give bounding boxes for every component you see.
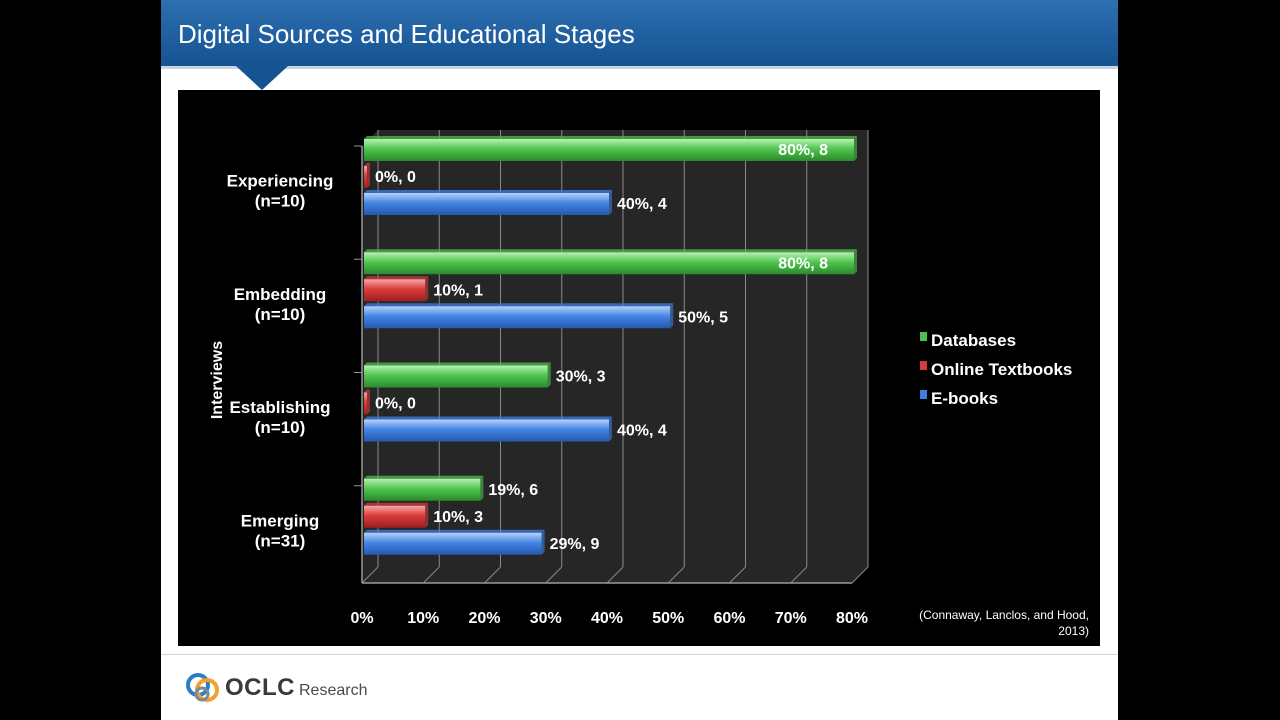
bar-top-face [364,276,429,280]
x-tick-label: 80% [836,610,868,627]
bar-top-face [364,303,674,307]
bar-end-face [547,362,551,388]
chart-panel: 80%, 8 0%, 0 40%, 4 80%, 8 10%, 1 50%, 5 30%, … [178,90,1100,646]
title-bar: Digital Sources and Educational Stages [161,0,1118,69]
x-gridline-floor [484,566,501,584]
footer-divider [161,654,1118,655]
x-gridline-floor [790,566,808,584]
data-label: 0%, 0 [375,396,416,413]
bar-top-face [364,389,370,393]
x-tick-label: 30% [530,610,562,627]
legend-swatch [920,361,927,370]
bar-end-face [609,190,612,215]
legend: Databases Online Textbooks E-books [920,331,1072,408]
bar-chart: 80%, 8 0%, 0 40%, 4 80%, 8 10%, 1 50%, 5 30%, … [209,130,1072,627]
data-label: 30%, 3 [556,369,606,386]
plot-back-wall [362,130,868,583]
bar-end-face [854,249,857,275]
data-label: 80%, 8 [778,255,828,272]
category-label: Emerging [241,511,319,530]
x-tick-label: 20% [468,610,500,627]
bar-e-books [364,193,609,215]
data-label: 80%, 8 [778,142,828,159]
oclc-logo-icon [186,673,219,702]
data-label: 19%, 6 [488,482,538,499]
category-label: (n=10) [255,305,306,324]
bar-online-textbooks [364,392,367,415]
category-label: Embedding [234,285,327,304]
bar-end-face [367,389,370,415]
bar-top-face [364,249,857,253]
bar-end-face [670,303,674,329]
y-axis-title: Interviews [209,341,226,419]
bar-e-books [364,419,609,442]
legend-swatch [920,390,927,399]
x-tick-label: 60% [713,610,745,627]
bar-top-face [364,475,484,479]
slide: Digital Sources and Educational Stages 8… [161,0,1118,720]
x-tick-label: 0% [350,610,373,627]
bar-end-face [541,529,545,555]
x-tick-label: 40% [591,610,623,627]
oclc-logo: OCLC Research [185,668,367,708]
legend-entry: Databases [931,331,1016,350]
x-gridline-floor [422,566,440,584]
logo-subtitle: Research [299,682,368,699]
bar-databases [364,252,854,275]
bar-top-face [364,502,429,506]
category-label: (n=10) [255,192,306,211]
bar-top-face [364,190,612,193]
data-label: 29%, 9 [550,536,600,553]
x-tick-label: 50% [652,610,684,627]
legend-entry: E-books [931,389,998,408]
x-gridline-floor [361,566,379,584]
data-label: 10%, 3 [433,509,483,526]
logo-name: OCLC [225,674,295,701]
x-tick-label: 70% [775,610,807,627]
data-label: 50%, 5 [678,309,728,326]
bar-end-face [367,163,370,188]
slide-title: Digital Sources and Educational Stages [178,19,635,49]
data-label: 40%, 4 [617,423,667,440]
bar-online-textbooks [364,279,426,302]
title-notch [236,66,288,90]
bar-online-textbooks [364,505,426,528]
bar-end-face [425,502,429,528]
bar-e-books [364,532,542,555]
x-gridline-floor [729,566,746,584]
bar-online-textbooks [364,166,367,188]
legend-entry: Online Textbooks [931,360,1072,379]
x-gridline-floor [606,566,624,584]
bar-databases [364,139,854,161]
x-gridline-floor [851,566,869,584]
category-label: (n=31) [255,531,306,550]
axes: 0% 10% 20% 30% 40% 50% 60% 70% 80%Experiencing(n… [227,145,868,627]
category-label: Experiencing [227,172,334,191]
x-gridline-floor [545,566,563,584]
bar-end-face [480,475,484,501]
category-label: Establishing [229,398,330,417]
bar-end-face [854,136,857,161]
bar-databases [364,365,548,388]
bar-top-face [364,529,545,533]
bars [364,136,857,555]
x-tick-label: 10% [407,610,439,627]
bar-end-face [609,416,612,442]
bar-top-face [364,416,612,420]
bar-top-face [364,163,370,166]
data-label: 0%, 0 [375,169,416,186]
bar-top-face [364,136,857,139]
bar-e-books [364,306,671,329]
data-label: 10%, 1 [433,282,483,299]
data-label: 40%, 4 [617,196,667,213]
source-note: (Connaway, Lanclos, and Hood, 2013) [919,608,1089,638]
data-labels: 80%, 8 0%, 0 40%, 4 80%, 8 10%, 1 50%, 5 30%, … [375,142,828,553]
plot-wall [362,130,868,583]
legend-swatch [920,332,927,341]
bar-databases [364,478,481,501]
bar-end-face [425,276,429,302]
x-gridline-floor [667,566,685,584]
bar-top-face [364,362,551,366]
category-label: (n=10) [255,418,306,437]
